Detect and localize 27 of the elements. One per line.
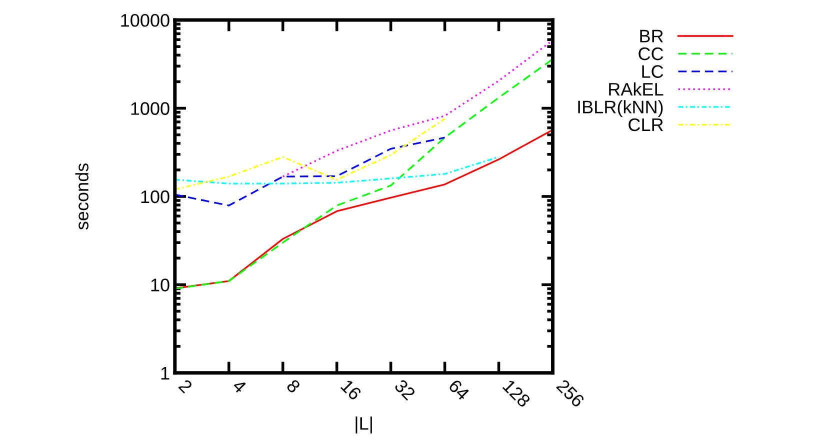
line-series (174, 156, 500, 184)
x-tick-label: 256 (556, 378, 586, 408)
y-tick-label: 1 (161, 367, 170, 380)
x-tick-label: 2 (178, 378, 193, 394)
legend-label: IBLR(kNN) (578, 100, 663, 117)
x-tick-label: 8 (286, 378, 301, 394)
y-tick-label: 1000 (131, 102, 170, 115)
x-tick-label: 16 (340, 379, 362, 401)
y-tick-label: 10 (151, 278, 170, 292)
line-series (174, 136, 446, 206)
x-tick-label: 64 (448, 378, 470, 401)
legend-label: CLR (628, 118, 663, 132)
legend-label: LC (642, 65, 664, 78)
y-tick-label: 10000 (121, 14, 170, 27)
legend-label: RAkEL (609, 82, 664, 96)
line-series (174, 58, 553, 290)
y-axis-title: seconds (75, 163, 88, 230)
x-tick-label: 32 (394, 378, 416, 401)
y-tick-label: 100 (141, 190, 170, 204)
x-axis-title: |L| (356, 416, 372, 434)
x-tick-label: 4 (232, 378, 248, 394)
line-series (174, 118, 446, 190)
x-tick-label: 128 (502, 379, 532, 408)
line-series (282, 39, 553, 178)
legend-label: CC (638, 47, 664, 60)
legend-label: BR (640, 30, 663, 42)
line-series (174, 128, 553, 290)
